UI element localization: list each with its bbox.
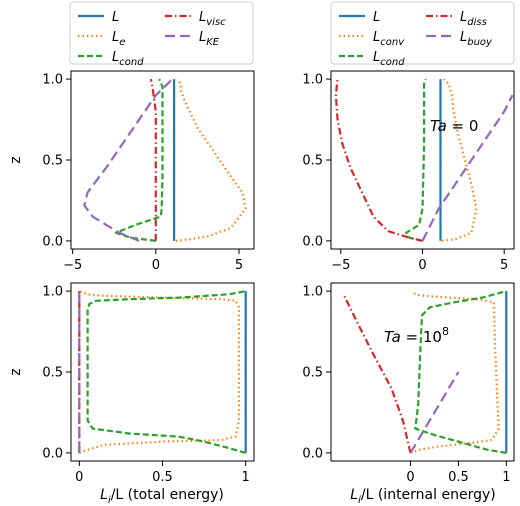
y-tick-label: 0.0	[42, 234, 63, 249]
y-tick-label: 0.0	[302, 234, 323, 249]
series-line-visc	[149, 78, 157, 241]
series-line-cond	[405, 78, 427, 242]
x-tick-label: 5	[500, 258, 508, 273]
y-tick-label: 1.0	[42, 73, 63, 88]
figure-labels: z z Li/L (total energy) Li/L (internal ener…	[8, 117, 496, 506]
series-group	[83, 78, 247, 242]
x-tick-label: −5	[331, 258, 350, 273]
panel-bottom-right: 0 0.5 1 0.0 0.5 1.0	[302, 282, 515, 485]
legend-label: L	[373, 10, 380, 25]
panel-top-right: −5 0 5 0.0 0.5 1.0	[302, 70, 515, 273]
y-tick-label: 0.0	[42, 446, 63, 461]
y-tick-label: 0.5	[42, 154, 63, 169]
y-tick-label: 0.5	[302, 366, 323, 381]
x-axis-label-left: Li/L (total energy)	[100, 487, 224, 506]
x-tick-label: 0.5	[152, 470, 173, 485]
series-group	[78, 290, 247, 454]
panel-bottom-left: 0 0.5 1 0.0 0.5 1.0	[42, 282, 255, 485]
series-line-ke	[83, 78, 174, 242]
series-line-cond	[114, 78, 164, 242]
series-line-ke	[409, 371, 460, 454]
series-line-cond	[86, 290, 247, 454]
x-tick-label: 0	[152, 258, 160, 273]
x-tick-label: 0.5	[448, 470, 469, 485]
y-tick-label: 1.0	[302, 73, 323, 88]
series-line-e	[410, 290, 500, 454]
series-line-e	[78, 290, 241, 454]
series-line-visc	[334, 78, 423, 242]
annotation-ta-0: Ta = 0	[430, 117, 478, 135]
y-tick-label: 0.5	[302, 154, 323, 169]
x-tick-label: 0	[75, 470, 83, 485]
legend-entry-L: L	[339, 10, 380, 25]
x-tick-label: 1	[242, 470, 250, 485]
y-axis-label-bottom: z	[8, 368, 24, 375]
series-line-cond	[414, 290, 507, 454]
series-group	[342, 290, 508, 454]
series-line-e	[175, 78, 247, 242]
panels: −5 0 50.00.51.0−5 0 50.00.51.00 0.5 10.00.51.0…	[42, 70, 515, 485]
series-line-visc	[342, 293, 412, 454]
y-tick-label: 1.0	[42, 285, 63, 300]
y-tick-label: 1.0	[302, 285, 323, 300]
legend-label: L	[112, 10, 119, 25]
y-tick-label: 0.5	[42, 366, 63, 381]
series-group	[334, 78, 514, 242]
legend-entry-L: L	[78, 10, 119, 25]
x-axis-label-right: Li/L (internal energy)	[350, 487, 495, 506]
panel-top-left: −5 0 5 0.0 0.5 1.0	[42, 70, 255, 273]
x-tick-label: 5	[235, 258, 243, 273]
axes-frame	[330, 70, 515, 250]
x-tick-label: 0	[406, 470, 414, 485]
annotation-ta-1e8: Ta = 108	[384, 325, 449, 346]
y-axis-label-top: z	[8, 156, 24, 163]
x-tick-label: −5	[63, 258, 82, 273]
x-tick-label: 0	[418, 258, 426, 273]
x-tick-label: 1	[502, 470, 510, 485]
series-line-ke	[421, 94, 514, 242]
axes-frame	[70, 282, 255, 462]
y-tick-label: 0.0	[302, 446, 323, 461]
